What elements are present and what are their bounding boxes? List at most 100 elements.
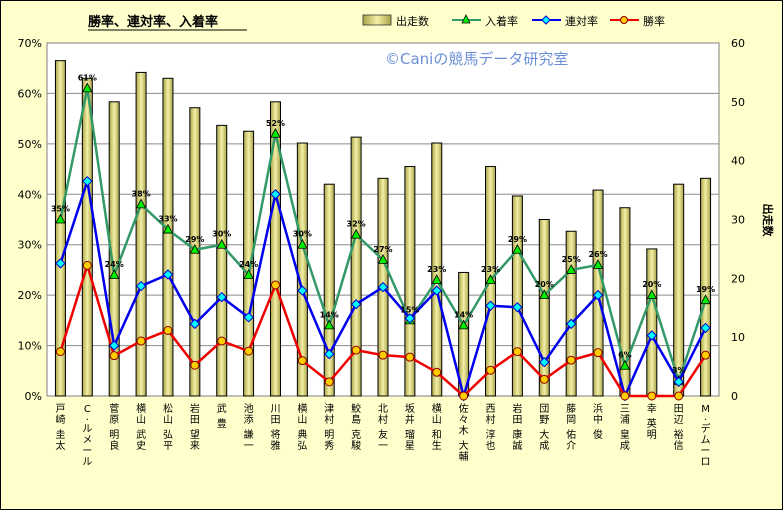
svg-text:和: 和	[432, 429, 442, 441]
marker-place	[243, 269, 254, 279]
watermark: ©Caniの競馬データ研究室	[385, 50, 568, 68]
svg-text:誠: 誠	[512, 439, 522, 452]
marker-place	[162, 223, 174, 234]
svg-text:平: 平	[163, 441, 173, 452]
marker-quinella	[431, 285, 442, 296]
data-label: 32%	[347, 220, 366, 229]
svg-text:山: 山	[297, 414, 307, 426]
svg-text:駿: 駿	[351, 439, 361, 452]
bar	[646, 248, 658, 397]
svg-text:浦: 浦	[620, 413, 630, 426]
marker-win	[82, 260, 92, 270]
data-label: 15%	[400, 305, 419, 314]
svg-text:瑠: 瑠	[405, 429, 415, 441]
y2-tick-label: 60	[731, 37, 745, 50]
svg-text:岡: 岡	[566, 414, 576, 426]
svg-text:友: 友	[378, 428, 388, 441]
marker-quinella	[270, 189, 281, 200]
svg-text:ル: ル	[82, 424, 92, 435]
svg-text:M: M	[701, 404, 710, 415]
svg-text:佐: 佐	[459, 403, 469, 415]
marker-win	[620, 391, 630, 401]
svg-text:信: 信	[674, 440, 684, 452]
svg-text:ー: ー	[82, 446, 92, 457]
bar	[700, 177, 712, 397]
y-tick-label: 40%	[18, 188, 42, 201]
marker-quinella	[297, 285, 308, 296]
marker-win	[270, 280, 280, 290]
svg-text:克: 克	[351, 429, 361, 441]
svg-text:坂: 坂	[405, 403, 415, 415]
svg-text:武: 武	[136, 428, 146, 441]
y2-tick-label: 40	[731, 155, 745, 168]
data-label: 3%	[672, 366, 686, 375]
svg-text:輔: 輔	[459, 450, 469, 463]
marker-quinella	[539, 357, 550, 368]
svg-text:太: 太	[55, 439, 65, 452]
marker-place	[619, 359, 631, 370]
marker-win	[539, 374, 549, 384]
chart-title: 勝率、連対率、入着率	[88, 14, 218, 30]
marker-win	[378, 350, 388, 360]
svg-text:康: 康	[512, 428, 522, 441]
marker-win	[55, 347, 65, 357]
y-tick-label: 20%	[18, 289, 42, 302]
marker-place	[700, 294, 711, 305]
bar	[565, 230, 577, 397]
bar	[404, 166, 416, 397]
marker-quinella	[350, 299, 362, 310]
svg-text:西: 西	[486, 404, 496, 415]
data-label: 33%	[158, 215, 177, 224]
legend: 出走数 入着率 連対率 勝率	[362, 14, 665, 28]
data-label: 24%	[239, 260, 258, 269]
data-label: 30%	[293, 230, 312, 239]
svg-text:田: 田	[674, 404, 684, 415]
marker-quinella	[673, 376, 684, 388]
svg-text:添: 添	[244, 413, 254, 426]
svg-text:秀: 秀	[324, 440, 334, 452]
bar	[431, 142, 443, 397]
svg-text:皇: 皇	[620, 428, 630, 441]
svg-text:C: C	[84, 404, 91, 415]
marker-quinella	[243, 312, 254, 323]
y2-axis-ticks: 0 10 20 30 40 50 60	[731, 37, 745, 403]
svg-text:村: 村	[378, 413, 388, 426]
legend-marker-quinella	[541, 15, 551, 25]
marker-win	[593, 348, 603, 358]
marker-place	[216, 238, 227, 249]
svg-text:成: 成	[620, 440, 630, 452]
marker-quinella	[324, 348, 335, 360]
svg-text:田: 田	[512, 415, 522, 426]
data-label: 24%	[105, 260, 124, 269]
svg-text:生: 生	[432, 439, 442, 452]
marker-win	[324, 377, 334, 387]
data-label: 26%	[588, 250, 607, 259]
marker-place	[592, 259, 604, 269]
svg-text:崎: 崎	[55, 413, 65, 426]
marker-win	[647, 391, 657, 401]
bar	[323, 183, 335, 397]
marker-place	[512, 243, 523, 254]
marker-quinella	[700, 322, 711, 334]
y-axis-ticks: 0% 10% 20% 30% 40% 50% 60% 70%	[18, 37, 42, 403]
bar	[511, 195, 523, 397]
svg-text:田: 田	[190, 415, 200, 426]
series-markers	[55, 82, 711, 402]
svg-text:星: 星	[405, 440, 415, 452]
svg-text:山: 山	[163, 414, 173, 426]
data-label: 35%	[51, 205, 70, 214]
data-label: 52%	[266, 119, 285, 128]
marker-win	[512, 347, 522, 357]
data-labels: 35% 61% 24% 38% 33% 29% 30% 24% 52% 30% 14% 32% 27% 1…	[51, 73, 715, 374]
svg-text:也: 也	[486, 439, 496, 452]
